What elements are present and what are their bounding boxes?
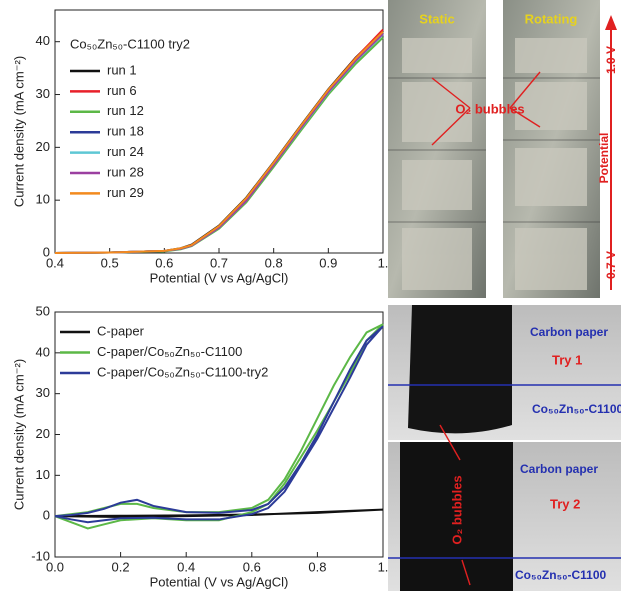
x-tick-label: 0.5 <box>101 255 119 270</box>
y-tick-label: 30 <box>36 385 50 400</box>
x-tick-label: 0.6 <box>155 255 173 270</box>
series-line <box>54 33 384 254</box>
legend-label: run 6 <box>107 83 137 98</box>
series-line <box>54 508 384 518</box>
label-0-7v: 0.7 V <box>604 251 618 279</box>
label-1v: 1.0 V <box>604 46 618 74</box>
legend-label: C-paper <box>97 323 145 338</box>
x-axis-label: Potential (V vs Ag/AgCl) <box>150 270 289 285</box>
label-carbon-paper-1: Carbon paper <box>530 325 608 339</box>
series-line <box>54 36 384 254</box>
label-sample-2: Co₅₀Zn₅₀-C1100 <box>515 568 606 582</box>
label-try2: Try 2 <box>550 496 580 511</box>
legend-label: C-paper/Co₅₀Zn₅₀-C1100-try2 <box>97 364 268 379</box>
y-tick-label: -10 <box>31 548 50 563</box>
bubble-arrow <box>439 424 461 461</box>
label-rotating: Rotating <box>525 11 578 26</box>
arrow-head <box>605 15 617 30</box>
x-tick-label: 1. <box>378 559 389 574</box>
x-tick-label: 0.9 <box>319 255 337 270</box>
label-try1: Try 1 <box>552 352 582 367</box>
x-tick-label: 0.8 <box>308 559 326 574</box>
label-potential: Potential <box>597 133 611 184</box>
label-static: Static <box>419 11 454 26</box>
y-tick-label: 40 <box>36 33 50 48</box>
series-line <box>54 325 384 524</box>
series-line <box>54 32 384 254</box>
series-line <box>54 28 384 254</box>
label-sample-1: Co₅₀Zn₅₀-C1100 <box>532 402 621 416</box>
y-tick-label: 40 <box>36 344 50 359</box>
x-tick-label: 0.6 <box>243 559 261 574</box>
y-axis-label: Current density (mA cm⁻²) <box>11 56 26 207</box>
y-axis-label: Current density (mA cm⁻²) <box>11 359 26 510</box>
series-line <box>54 30 384 254</box>
bubble-arrows <box>431 71 541 146</box>
series-line <box>54 30 384 254</box>
photo-panels: Static Rotating O₂ bubbles 1.0 V Potenti… <box>388 0 621 591</box>
y-tick-label: 20 <box>36 139 50 154</box>
legend-label: run 29 <box>107 185 144 200</box>
label-bubbles: O₂ bubbles <box>455 101 524 116</box>
sample-try1 <box>408 305 512 434</box>
x-tick-label: 0.4 <box>46 255 64 270</box>
legend-label: run 28 <box>107 164 144 179</box>
y-tick-label: 20 <box>36 426 50 441</box>
x-axis-label: Potential (V vs Ag/AgCl) <box>150 574 289 589</box>
y-tick-label: 0 <box>43 244 50 259</box>
x-tick-label: 0.8 <box>265 255 283 270</box>
y-tick-label: 30 <box>36 86 50 101</box>
y-tick-label: 10 <box>36 192 50 207</box>
legend-title: Co₅₀Zn₅₀-C1100 try2 <box>70 36 190 51</box>
legend-label: run 1 <box>107 62 137 77</box>
sample-try2 <box>400 442 513 591</box>
x-tick-label: 0.0 <box>46 559 64 574</box>
legend-label: run 12 <box>107 103 144 118</box>
x-tick-label: 1. <box>378 255 389 270</box>
legend-label: run 18 <box>107 124 144 139</box>
electrode-frames <box>402 38 587 290</box>
y-tick-label: 10 <box>36 467 50 482</box>
x-tick-label: 0.2 <box>112 559 130 574</box>
label-bubbles-bottom: O₂ bubbles <box>449 475 464 544</box>
y-tick-label: 0 <box>43 508 50 523</box>
x-tick-label: 0.7 <box>210 255 228 270</box>
y-tick-label: 50 <box>36 303 50 318</box>
legend-label: run 24 <box>107 144 144 159</box>
series-line <box>54 33 384 254</box>
x-tick-label: 0.4 <box>177 559 195 574</box>
bubble-arrow <box>461 559 471 586</box>
label-carbon-paper-2: Carbon paper <box>520 462 598 476</box>
legend-label: C-paper/Co₅₀Zn₅₀-C1100 <box>97 344 242 359</box>
